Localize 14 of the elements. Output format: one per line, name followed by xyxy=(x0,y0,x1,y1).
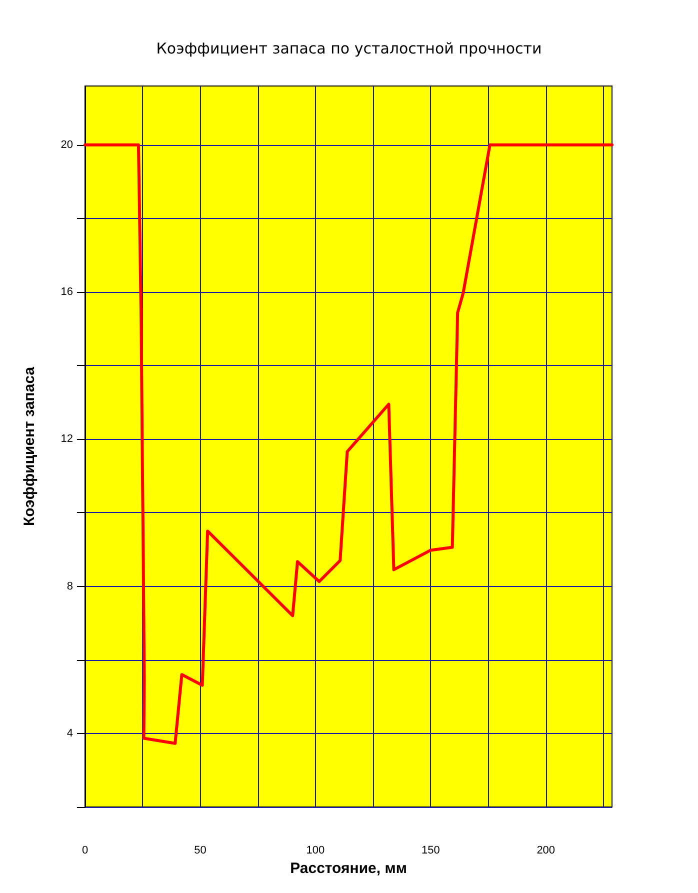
line-series xyxy=(84,143,614,745)
chart-title: Коэффициент запаса по усталостной прочности xyxy=(156,40,542,58)
x-axis-title: Расстояние, мм xyxy=(290,860,407,877)
x-tick-label: 50 xyxy=(194,844,206,856)
x-tick-label: 200 xyxy=(536,844,556,856)
y-tick-label: 16 xyxy=(60,286,73,298)
x-tick-label: 150 xyxy=(421,844,440,856)
y-axis-title: Коэффициент запаса xyxy=(21,366,38,526)
y-tick-label: 20 xyxy=(60,138,73,151)
y-tick-label: 12 xyxy=(60,433,73,446)
y-tick-label: 4 xyxy=(66,727,73,740)
x-tick-label: 0 xyxy=(82,844,88,856)
x-tick-label: 100 xyxy=(306,844,325,856)
y-tick-label: 8 xyxy=(66,580,73,592)
